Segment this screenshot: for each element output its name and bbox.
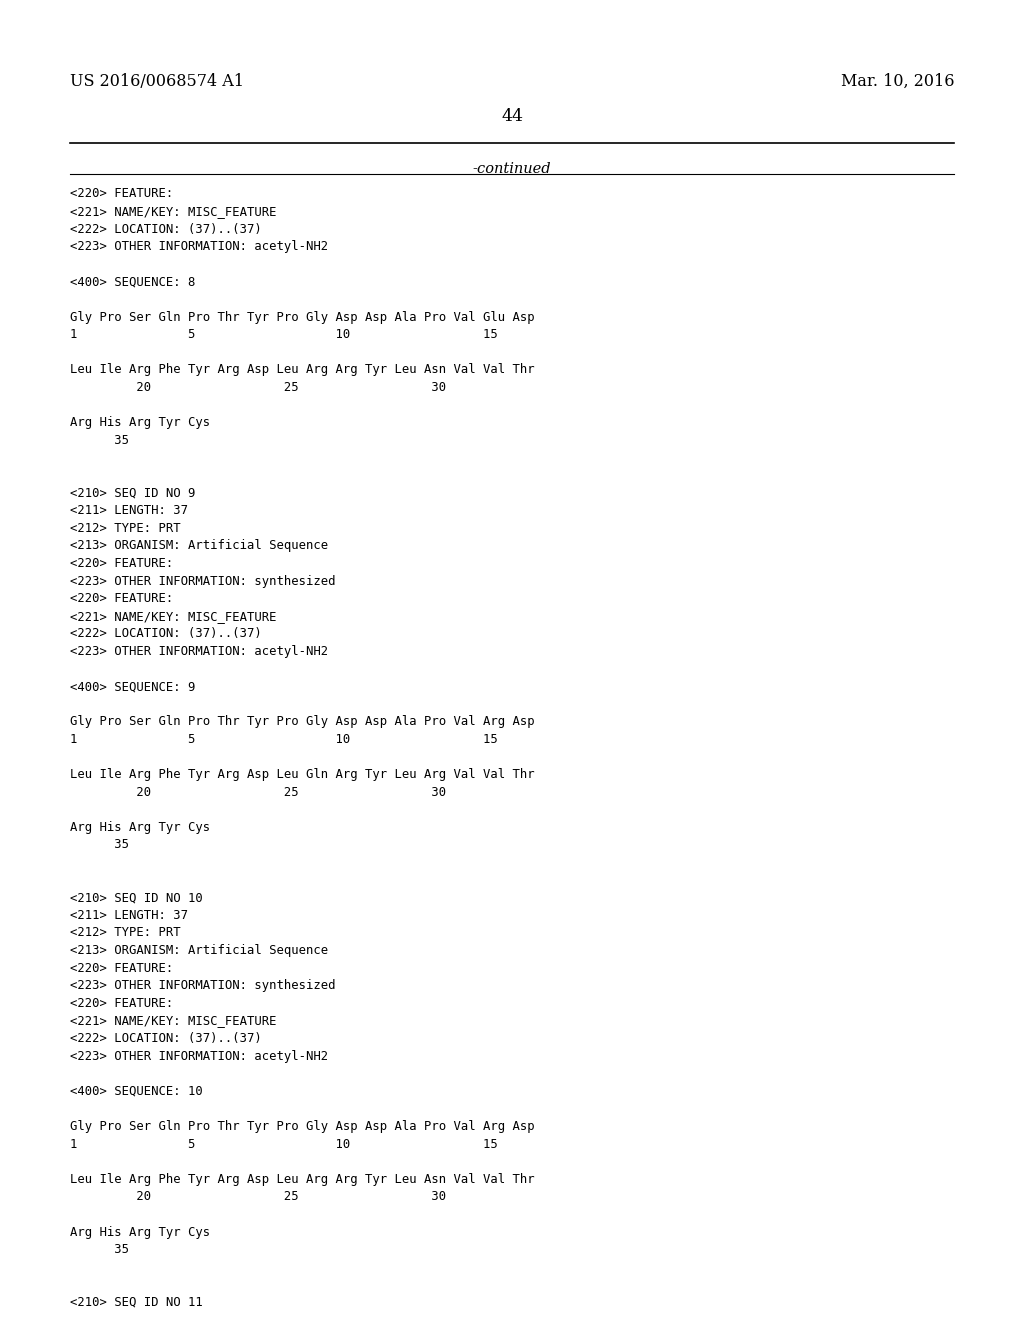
Text: <400> SEQUENCE: 8: <400> SEQUENCE: 8 xyxy=(70,276,195,288)
Text: Arg His Arg Tyr Cys: Arg His Arg Tyr Cys xyxy=(70,821,210,834)
Text: <222> LOCATION: (37)..(37): <222> LOCATION: (37)..(37) xyxy=(70,627,261,640)
Text: <220> FEATURE:: <220> FEATURE: xyxy=(70,187,173,201)
Text: <210> SEQ ID NO 10: <210> SEQ ID NO 10 xyxy=(70,891,203,904)
Text: <213> ORGANISM: Artificial Sequence: <213> ORGANISM: Artificial Sequence xyxy=(70,944,328,957)
Text: <221> NAME/KEY: MISC_FEATURE: <221> NAME/KEY: MISC_FEATURE xyxy=(70,205,276,218)
Text: <400> SEQUENCE: 10: <400> SEQUENCE: 10 xyxy=(70,1085,203,1098)
Text: 35: 35 xyxy=(70,434,129,446)
Text: <220> FEATURE:: <220> FEATURE: xyxy=(70,962,173,974)
Text: <211> LENGTH: 37: <211> LENGTH: 37 xyxy=(70,504,187,517)
Text: <222> LOCATION: (37)..(37): <222> LOCATION: (37)..(37) xyxy=(70,223,261,236)
Text: US 2016/0068574 A1: US 2016/0068574 A1 xyxy=(70,73,244,90)
Text: <220> FEATURE:: <220> FEATURE: xyxy=(70,593,173,605)
Text: 1               5                   10                  15: 1 5 10 15 xyxy=(70,733,498,746)
Text: 20                  25                  30: 20 25 30 xyxy=(70,785,445,799)
Text: 35: 35 xyxy=(70,838,129,851)
Text: 1               5                   10                  15: 1 5 10 15 xyxy=(70,329,498,341)
Text: -continued: -continued xyxy=(473,162,551,177)
Text: <220> FEATURE:: <220> FEATURE: xyxy=(70,557,173,570)
Text: 20                  25                  30: 20 25 30 xyxy=(70,1191,445,1204)
Text: Leu Ile Arg Phe Tyr Arg Asp Leu Gln Arg Tyr Leu Arg Val Val Thr: Leu Ile Arg Phe Tyr Arg Asp Leu Gln Arg … xyxy=(70,768,535,781)
Text: 44: 44 xyxy=(501,108,523,125)
Text: <400> SEQUENCE: 9: <400> SEQUENCE: 9 xyxy=(70,680,195,693)
Text: Arg His Arg Tyr Cys: Arg His Arg Tyr Cys xyxy=(70,416,210,429)
Text: Arg His Arg Tyr Cys: Arg His Arg Tyr Cys xyxy=(70,1225,210,1238)
Text: <221> NAME/KEY: MISC_FEATURE: <221> NAME/KEY: MISC_FEATURE xyxy=(70,610,276,623)
Text: <212> TYPE: PRT: <212> TYPE: PRT xyxy=(70,927,180,940)
Text: <210> SEQ ID NO 9: <210> SEQ ID NO 9 xyxy=(70,487,195,499)
Text: Mar. 10, 2016: Mar. 10, 2016 xyxy=(841,73,954,90)
Text: <223> OTHER INFORMATION: acetyl-NH2: <223> OTHER INFORMATION: acetyl-NH2 xyxy=(70,240,328,253)
Text: <220> FEATURE:: <220> FEATURE: xyxy=(70,997,173,1010)
Text: 20                  25                  30: 20 25 30 xyxy=(70,381,445,393)
Text: Gly Pro Ser Gln Pro Thr Tyr Pro Gly Asp Asp Ala Pro Val Arg Asp: Gly Pro Ser Gln Pro Thr Tyr Pro Gly Asp … xyxy=(70,1119,535,1133)
Text: 35: 35 xyxy=(70,1243,129,1257)
Text: <212> TYPE: PRT: <212> TYPE: PRT xyxy=(70,521,180,535)
Text: <223> OTHER INFORMATION: acetyl-NH2: <223> OTHER INFORMATION: acetyl-NH2 xyxy=(70,1049,328,1063)
Text: <222> LOCATION: (37)..(37): <222> LOCATION: (37)..(37) xyxy=(70,1032,261,1045)
Text: <223> OTHER INFORMATION: synthesized: <223> OTHER INFORMATION: synthesized xyxy=(70,979,335,993)
Text: <223> OTHER INFORMATION: synthesized: <223> OTHER INFORMATION: synthesized xyxy=(70,574,335,587)
Text: Gly Pro Ser Gln Pro Thr Tyr Pro Gly Asp Asp Ala Pro Val Arg Asp: Gly Pro Ser Gln Pro Thr Tyr Pro Gly Asp … xyxy=(70,715,535,729)
Text: <221> NAME/KEY: MISC_FEATURE: <221> NAME/KEY: MISC_FEATURE xyxy=(70,1015,276,1027)
Text: Leu Ile Arg Phe Tyr Arg Asp Leu Arg Arg Tyr Leu Asn Val Val Thr: Leu Ile Arg Phe Tyr Arg Asp Leu Arg Arg … xyxy=(70,1172,535,1185)
Text: <223> OTHER INFORMATION: acetyl-NH2: <223> OTHER INFORMATION: acetyl-NH2 xyxy=(70,645,328,657)
Text: Gly Pro Ser Gln Pro Thr Tyr Pro Gly Asp Asp Ala Pro Val Glu Asp: Gly Pro Ser Gln Pro Thr Tyr Pro Gly Asp … xyxy=(70,310,535,323)
Text: <213> ORGANISM: Artificial Sequence: <213> ORGANISM: Artificial Sequence xyxy=(70,540,328,552)
Text: 1               5                   10                  15: 1 5 10 15 xyxy=(70,1138,498,1151)
Text: Leu Ile Arg Phe Tyr Arg Asp Leu Arg Arg Tyr Leu Asn Val Val Thr: Leu Ile Arg Phe Tyr Arg Asp Leu Arg Arg … xyxy=(70,363,535,376)
Text: <210> SEQ ID NO 11: <210> SEQ ID NO 11 xyxy=(70,1296,203,1309)
Text: <211> LENGTH: 37: <211> LENGTH: 37 xyxy=(70,909,187,921)
